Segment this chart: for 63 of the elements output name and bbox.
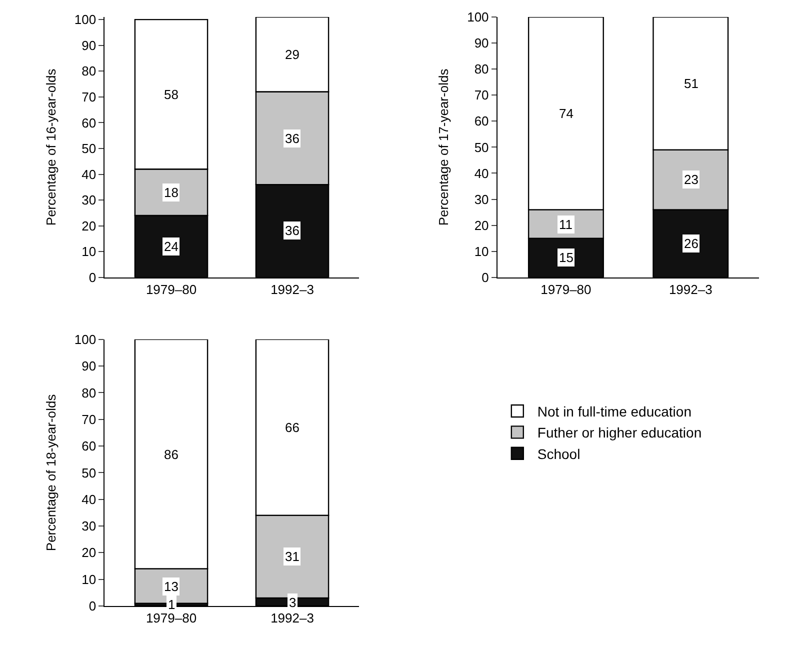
data-label: 29 [285,47,300,62]
y-tick-label: 60 [82,438,96,454]
x-tick-label: 1979–80 [540,282,592,297]
x-tick-label: 1992–3 [270,282,314,297]
y-tick-label: 90 [82,358,96,374]
data-label: 31 [285,549,300,564]
y-tick-label: 100 [467,10,489,25]
data-label: 36 [285,131,300,146]
y-tick-label: 100 [74,332,96,347]
y-tick-label: 30 [82,192,96,208]
data-label: 23 [684,172,698,187]
y-tick-label: 30 [474,192,489,207]
y-tick-label: 90 [474,36,489,51]
data-label: 51 [684,76,698,91]
x-tick-label: 1979–80 [146,282,197,297]
y-tick-label: 40 [82,492,96,507]
y-tick-label: 40 [82,166,96,182]
y-tick-label: 40 [474,166,489,181]
y-tick-label: 10 [82,572,96,587]
y-tick-label: 0 [482,270,489,285]
data-label: 1 [168,597,176,612]
y-axis-title: Percentage of 17-year-olds [436,68,452,226]
y-tick-label: 20 [82,545,96,560]
y-tick-label: 80 [82,64,96,79]
y-tick-label: 20 [474,218,489,233]
y-tick-label: 50 [474,140,489,155]
y-axis-title: Percentage of 18-year-olds [43,394,58,552]
x-tick-label: 1992–3 [270,610,314,626]
y-axis-title: Percentage of 16-year-olds [43,68,58,226]
x-tick-label: 1979–80 [146,610,197,626]
y-tick-label: 0 [88,270,96,285]
data-label: 36 [285,223,300,238]
y-tick-label: 70 [82,412,96,427]
data-label: 66 [285,420,300,435]
legend-label: Not in full-time education [537,403,692,420]
legend-label: Futher or higher education [537,424,702,441]
y-tick-label: 20 [82,218,96,234]
y-tick-label: 80 [474,62,489,77]
data-label: 11 [559,217,572,232]
y-tick-label: 100 [74,12,96,28]
y-tick-label: 10 [474,244,489,259]
y-tick-label: 80 [82,385,96,400]
y-tick-label: 0 [88,598,96,614]
data-label: 86 [164,447,178,462]
data-label: 26 [684,236,698,251]
y-tick-label: 60 [474,114,489,129]
data-label: 13 [164,579,178,594]
data-label: 3 [289,595,296,610]
x-tick-label: 1992–3 [668,282,712,297]
y-tick-label: 70 [474,88,489,103]
y-tick-label: 70 [82,89,96,104]
y-tick-label: 50 [82,141,96,156]
legend-label: School [537,446,580,462]
data-label: 15 [559,250,574,265]
y-tick-label: 90 [82,38,96,53]
data-label: 24 [164,239,178,254]
data-label: 18 [164,185,178,200]
y-tick-label: 50 [82,465,96,480]
y-tick-label: 60 [82,115,96,130]
y-tick-label: 30 [82,518,96,534]
data-label: 74 [559,106,574,121]
y-tick-label: 10 [82,244,96,260]
data-label: 58 [164,87,178,102]
